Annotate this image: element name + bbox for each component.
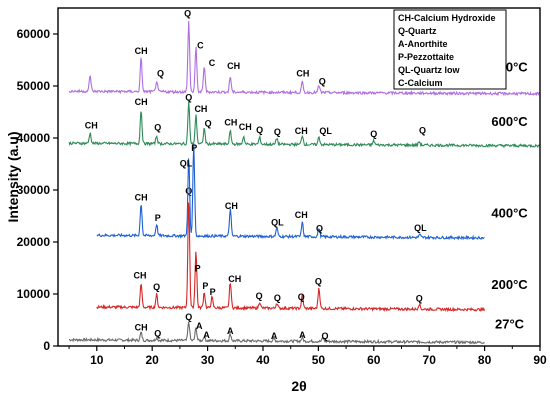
- legend-entry: QL-Quartz low: [398, 65, 460, 75]
- peak-label: Q: [322, 331, 329, 341]
- x-axis-title: 2θ: [291, 378, 306, 394]
- axes: 10 20 30 40 50 60 70 80 90 0 10000 20000 30000 40000 5…: [17, 27, 547, 367]
- legend-entry: A-Anorthite: [398, 39, 448, 49]
- legend-entry: C-Calcium: [398, 78, 443, 88]
- peak-label: CH: [295, 210, 308, 220]
- temperature-label: 400°C: [491, 206, 528, 221]
- x-tick-label: 30: [201, 353, 215, 367]
- temperature-label: 200°C: [491, 277, 528, 292]
- peak-label: Q: [185, 186, 192, 196]
- x-tick-label: 50: [312, 353, 326, 367]
- series-line: [68, 101, 541, 149]
- peak-label: Q: [416, 293, 423, 303]
- peak-label: CH: [295, 126, 308, 136]
- peak-label: Q: [256, 125, 263, 135]
- peak-label: Q: [370, 129, 377, 139]
- peak-label: QL: [180, 159, 193, 169]
- peak-label: Q: [419, 125, 426, 135]
- peak-label: CH: [239, 122, 252, 132]
- x-tick-label: 90: [533, 353, 547, 367]
- peak-label: A: [299, 330, 306, 340]
- legend-entry: CH-Calcium Hydroxide: [398, 13, 496, 23]
- y-tick-label: 30000: [17, 183, 51, 197]
- legend: CH-Calcium Hydroxide Q-Quartz A-Anorthit…: [393, 9, 507, 90]
- y-tick-label: 10000: [17, 287, 51, 301]
- x-tick-label: 10: [90, 353, 104, 367]
- series-400C: CH P QL P CH QL CH Q QL 400°C: [96, 143, 528, 241]
- peak-label: CH: [228, 274, 241, 284]
- x-tick-label: 20: [146, 353, 160, 367]
- x-tick-label: 60: [367, 353, 381, 367]
- peak-label: P: [210, 287, 216, 297]
- temperature-label: 600°C: [491, 114, 528, 129]
- peak-label: Q: [153, 282, 160, 292]
- peak-label: CH: [135, 97, 148, 107]
- x-tick-label: 80: [478, 353, 492, 367]
- peak-label: Q: [157, 69, 164, 79]
- y-axis-title: Intensity (a.u): [5, 131, 21, 222]
- peak-label: A: [227, 326, 234, 336]
- peak-label: Q: [184, 8, 191, 18]
- peak-label: C: [197, 41, 204, 51]
- peak-label: CH: [227, 61, 240, 71]
- peak-label: Q: [185, 312, 192, 322]
- series-line: [96, 202, 485, 313]
- plot-frame: [57, 7, 541, 347]
- peak-label: CH: [224, 118, 237, 128]
- peak-label: Q: [185, 93, 192, 103]
- peak-label: QL: [271, 217, 284, 227]
- peak-label: Q: [205, 119, 212, 129]
- peak-label: CH: [296, 69, 309, 79]
- temperature-label: 27°C: [495, 316, 525, 331]
- peak-label: QL: [319, 126, 332, 136]
- peak-label: A: [271, 331, 278, 341]
- peak-label: CH: [135, 46, 148, 56]
- peak-label: Q: [274, 127, 281, 137]
- peak-label: Q: [316, 224, 323, 234]
- legend-box: [393, 9, 507, 90]
- peak-label: A: [203, 330, 210, 340]
- y-tick-label: 50000: [17, 79, 51, 93]
- peak-label: P: [202, 281, 208, 291]
- series-line: [96, 143, 485, 241]
- legend-entry: P-Pezzottaite: [398, 52, 454, 62]
- peak-label: Q: [315, 277, 322, 287]
- peak-label: P: [191, 143, 197, 153]
- peak-label: Q: [256, 291, 263, 301]
- peak-label: CH: [135, 192, 148, 202]
- peak-label: Q: [274, 293, 281, 303]
- peak-label: Q: [298, 292, 305, 302]
- peak-label: CH: [135, 322, 148, 332]
- peak-label: A: [196, 321, 203, 331]
- peak-label: CH: [225, 201, 238, 211]
- y-tick-label: 60000: [17, 27, 51, 41]
- peak-label: P: [195, 264, 201, 274]
- legend-entry: Q-Quartz: [398, 26, 437, 36]
- y-tick-label: 20000: [17, 235, 51, 249]
- x-tick-label: 70: [423, 353, 437, 367]
- peak-label: QL: [414, 223, 427, 233]
- peak-label: Q: [319, 76, 326, 86]
- series-line: [68, 321, 485, 345]
- peak-label: CH: [194, 104, 207, 114]
- peak-label: CH: [133, 270, 146, 280]
- series-line: [68, 20, 540, 97]
- peak-label: CH: [85, 121, 98, 131]
- x-tick-label: 40: [256, 353, 270, 367]
- peak-label: Q: [154, 123, 161, 133]
- y-tick-label: 40000: [17, 131, 51, 145]
- y-tick-label: 0: [43, 339, 50, 353]
- peak-label: P: [155, 213, 161, 223]
- peak-label: C: [209, 58, 216, 68]
- peak-label: Q: [154, 329, 161, 339]
